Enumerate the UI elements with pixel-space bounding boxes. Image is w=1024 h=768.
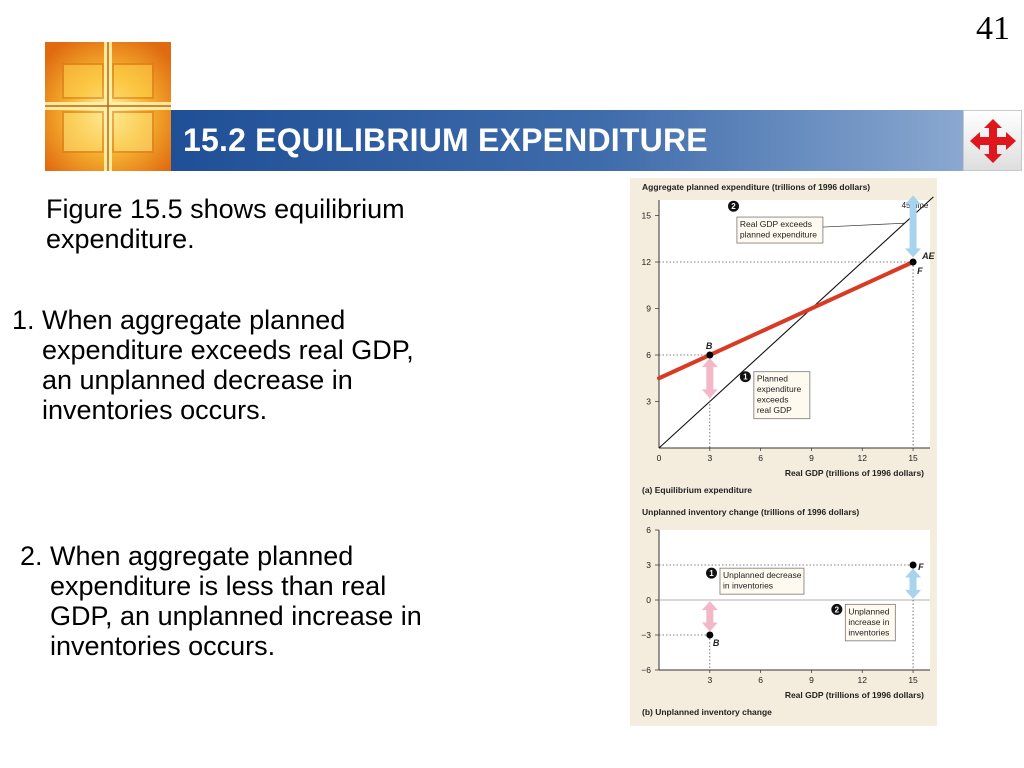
panel-a-x-tick-label: 6: [758, 453, 763, 463]
panel-a-annotation-1-badge-number: 1: [743, 373, 748, 382]
panel-b-arrow-pink-shaft: [706, 608, 714, 625]
panel-a-arrow-blue: [905, 195, 922, 258]
panel-a-annotation-2-badge-number: 2: [731, 202, 736, 211]
panel-a-x-tick-label: 15: [908, 453, 918, 463]
panel-b-x-axis-label: Real GDP (trillions of 1996 dollars): [785, 690, 924, 700]
panel-a-point-F: [909, 258, 917, 266]
panel-b-arrow-blue-head-down: [905, 589, 922, 599]
panel-a-arrow-pink-head-down: [701, 389, 718, 399]
panel-b-arrow-blue-head-up: [905, 568, 922, 578]
panel-a-annotation-1-line-3: real GDP: [757, 405, 792, 415]
panel-b-x-tick-label: 3: [707, 675, 712, 685]
panel-b-y-tick-label: 3: [646, 560, 651, 570]
window-cross-logo: [45, 42, 171, 171]
panel-a-x-tick-label: 3: [707, 453, 712, 463]
panel-b-annotation-1-badge-circle: [706, 567, 718, 579]
panel-a-y-axis-label: Aggregate planned expenditure (trillions…: [642, 182, 870, 192]
panel-a-annotation-2-badge-circle: [728, 200, 740, 212]
forty-five-degree-line: [658, 196, 934, 449]
panel-a-annotation-2-line-0: Real GDP exceeds: [740, 219, 812, 229]
panel-b-annotation-1-box: [719, 567, 805, 595]
title-bar: 15.2 EQUILIBRIUM EXPENDITURE: [171, 110, 963, 171]
panel-a-point-label-F: F: [917, 266, 923, 276]
panel-b-point-label-F: F: [918, 562, 924, 572]
panel-a-point-B: [706, 351, 714, 359]
panel-b-annotation-2-badge-number: 2: [835, 605, 840, 614]
panel-b-y-tick-label: −6: [641, 665, 651, 675]
panel-a-arrow-blue-head-down: [905, 248, 922, 258]
panel-a-arrow-pink: [701, 358, 718, 399]
panel-b-x-tick-label: 9: [809, 675, 814, 685]
panel-b-annotation-2-line-1: increase in: [848, 617, 889, 627]
slide-title: 15.2 EQUILIBRIUM EXPENDITURE: [183, 122, 708, 158]
panel-a-annotation-1-box: [753, 371, 811, 420]
panel-a-arrow-blue-shaft: [909, 202, 917, 251]
panel-b-y-axis-label: Unplanned inventory change (trillions of…: [642, 507, 859, 517]
point-1-text: 1. When aggregate planned expenditure ex…: [12, 305, 414, 425]
panel-b-point-label-B: B: [713, 638, 720, 648]
panel-b-arrow-pink: [701, 601, 718, 632]
panel-b-annotation-2-box: [844, 603, 896, 642]
panel-b-annotation-2-badge-circle: [831, 603, 843, 615]
panel-b-y-tick-label: 0: [646, 595, 651, 605]
panel-b-annotation-1-line-0: Unplanned decrease: [723, 570, 802, 580]
point-2-text: 2. When aggregate planned expenditure is…: [20, 541, 422, 661]
panel-a-title: (a) Equilibrium expenditure: [642, 485, 752, 495]
panel-a-annotation-1-line-2: exceeds: [757, 395, 789, 405]
panel-a-arrow-pink-head-up: [701, 358, 718, 368]
ae-line: [657, 260, 916, 381]
intro-text: Figure 15.5 shows equilibrium expenditur…: [46, 194, 405, 254]
panel-b-y-tick-label: 6: [646, 525, 651, 535]
panel-b-y-tick-label: −3: [641, 630, 651, 640]
panel-a-annotation-2-pointer: [822, 222, 905, 228]
panel-b-arrow-pink-head-down: [701, 622, 718, 632]
figure-15-5: Aggregate planned expenditure (trillions…: [630, 178, 937, 726]
chart-canvas: Aggregate planned expenditure (trillions…: [641, 182, 935, 717]
panel-a-x-axis-label: Real GDP (trillions of 1996 dollars): [785, 468, 924, 478]
panel-a-annotation-1-line-0: Planned: [757, 374, 788, 384]
panel-a-x-tick-label: 0: [657, 453, 662, 463]
panel-b-arrow-blue: [905, 568, 922, 599]
panel-b-x-tick-label: 6: [758, 675, 763, 685]
panel-a-point-label-B: B: [706, 341, 713, 351]
panel-b-title: (b) Unplanned inventory change: [642, 707, 772, 717]
panel-a-x-tick-label: 12: [858, 453, 868, 463]
panel-a-y-tick-label: 3: [646, 397, 651, 407]
panel-a-arrow-blue-head-up: [905, 195, 922, 205]
navigation-button[interactable]: [963, 110, 1022, 171]
panel-a-y-tick-label: 15: [642, 211, 652, 221]
panel-b-annotation-1-badge-number: 1: [709, 569, 714, 578]
panel-b-annotation-2-line-0: Unplanned: [848, 606, 889, 616]
ae-line-label: AE: [921, 251, 935, 261]
panel-a-y-tick-label: 12: [642, 257, 652, 267]
panel-a-annotation-2-line-1: planned expenditure: [740, 230, 817, 240]
page-number: 41: [976, 10, 1010, 47]
panel-a-y-tick-label: 6: [646, 350, 651, 360]
panel-b-x-tick-label: 12: [858, 675, 868, 685]
panel-a-annotation-1-line-1: expenditure: [757, 384, 802, 394]
four-way-arrow-icon: [970, 119, 1016, 163]
panel-b-x-tick-label: 15: [908, 675, 918, 685]
panel-b-arrow-pink-head-up: [701, 601, 718, 611]
panel-a-y-tick-label: 9: [646, 304, 651, 314]
panel-b-point-F: [909, 561, 917, 569]
panel-a-annotation-2-box: [736, 216, 824, 244]
panel-b-point-B: [706, 631, 714, 639]
panel-b-arrow-blue-shaft: [909, 575, 917, 592]
panel-a-x-tick-label: 9: [809, 453, 814, 463]
panel-b-annotation-1-line-1: in inventories: [723, 581, 773, 591]
panel-a-annotation-1-badge-circle: [739, 371, 751, 383]
panel-a-arrow-pink-shaft: [706, 365, 714, 392]
panel-b-annotation-2-line-2: inventories: [848, 627, 889, 637]
